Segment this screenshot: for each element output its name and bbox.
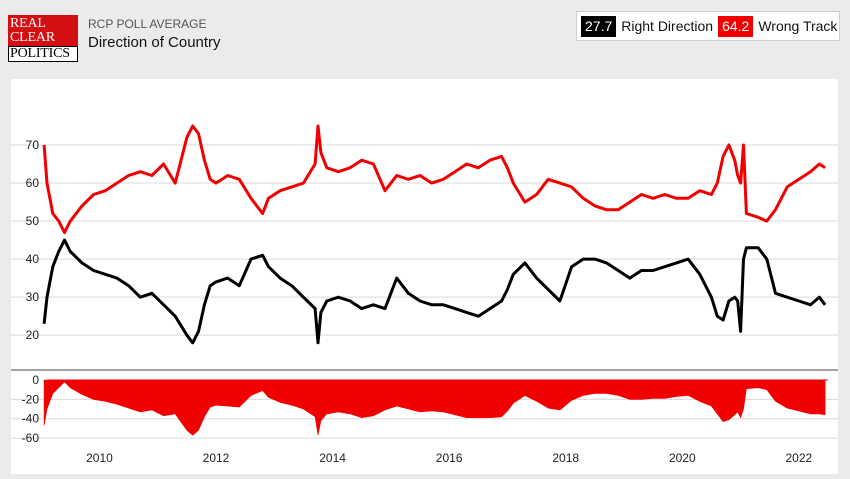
rcp-logo[interactable]: REAL CLEAR POLITICS: [8, 15, 78, 62]
spread-area: [43, 379, 826, 436]
x-tick-label: 2010: [86, 451, 113, 465]
chart-title: Direction of Country: [88, 34, 221, 51]
y-tick-label: 70: [26, 138, 40, 152]
spread-y-tick-label: -40: [22, 412, 40, 426]
logo-line-2: CLEAR: [10, 30, 55, 45]
x-tick-label: 2018: [552, 451, 579, 465]
wrong-track-legend-label[interactable]: Wrong Track: [758, 18, 838, 34]
x-tick-label: 2016: [436, 451, 463, 465]
x-tick-label: 2014: [319, 451, 346, 465]
spread-y-tick-label: -60: [22, 431, 40, 445]
x-tick-label: 2022: [786, 451, 813, 465]
y-tick-label: 60: [26, 176, 40, 190]
right-direction-line: [42, 238, 827, 345]
x-tick-label: 2020: [669, 451, 696, 465]
spread-y-tick-label: -20: [22, 392, 40, 406]
logo-line-3: POLITICS: [8, 46, 78, 62]
y-tick-label: 50: [26, 214, 40, 228]
wrong-track-value-badge: 64.2: [718, 15, 754, 37]
y-tick-label: 40: [26, 252, 40, 266]
y-tick-label: 20: [26, 328, 40, 342]
spread-y-tick-label: 0: [32, 373, 39, 387]
chart-supertitle: RCP POLL AVERAGE: [88, 17, 207, 31]
header: REAL CLEAR POLITICS RCP POLL AVERAGE Dir…: [0, 0, 850, 78]
logo-line-1: REAL: [10, 16, 46, 31]
right-direction-legend-label[interactable]: Right Direction: [621, 18, 714, 34]
right-direction-value-badge: 27.7: [581, 15, 617, 37]
direction-of-country-chart[interactable]: 20 30 40 50 60 70 0 -20 -40 -60 2010 2012 2014 2016 20…: [11, 79, 838, 474]
legend: 27.7 Right Direction 64.2 Wrong Track: [576, 11, 840, 41]
plot-area: 20 30 40 50 60 70 0 -20 -40 -60 2010 2012 2014 2016 20…: [11, 79, 838, 474]
y-tick-label: 30: [26, 290, 40, 304]
wrong-track-line: [42, 124, 826, 234]
x-tick-label: 2012: [203, 451, 230, 465]
